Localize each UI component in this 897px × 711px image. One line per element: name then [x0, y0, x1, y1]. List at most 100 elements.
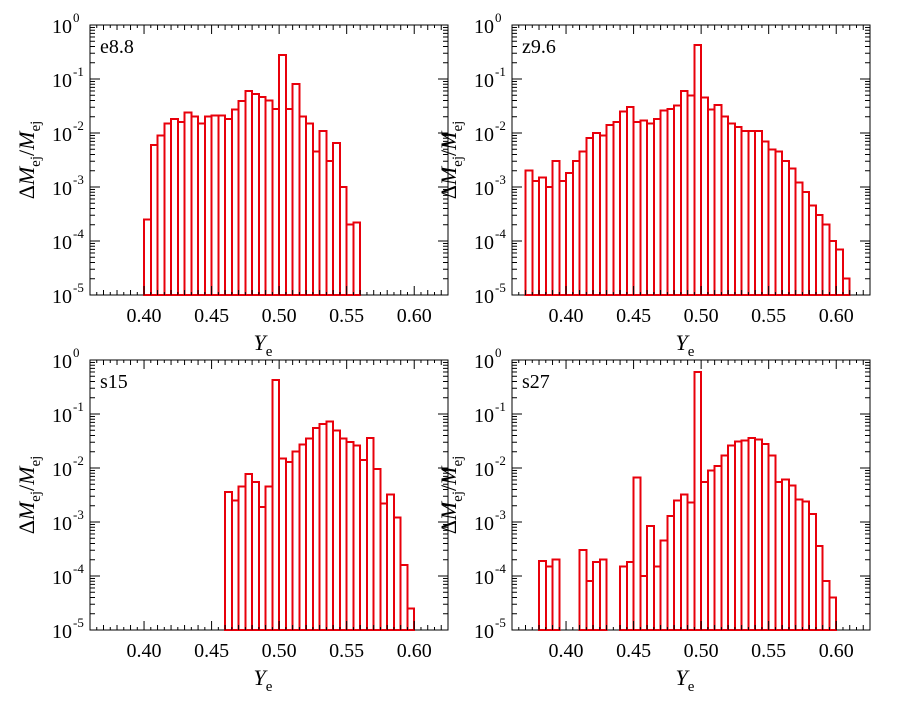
y-tick-base: 10	[52, 124, 72, 146]
histogram-bar	[747, 436, 757, 631]
histogram-bar	[257, 96, 267, 296]
histogram-bar	[639, 575, 649, 631]
histogram-bar	[625, 106, 635, 296]
x-tick-label: 0.40	[549, 305, 584, 327]
histogram-bar	[325, 160, 335, 296]
histogram-bar	[176, 120, 186, 296]
histogram-bar	[406, 607, 416, 631]
histogram-bar	[224, 490, 233, 631]
histogram-bar	[754, 129, 763, 296]
y-axis-title-m1: M	[436, 165, 461, 186]
x-axis-title: Ye	[254, 665, 273, 695]
panel-z9.6: 0.40 0.45 0.50 0.55 0.6010-510-410-310-210-1…	[436, 10, 871, 360]
histogram-bar	[338, 186, 348, 296]
y-axis-title-delta: Δ	[14, 185, 39, 199]
x-tick-label: 0.45	[194, 305, 229, 327]
histogram-bar	[781, 160, 790, 296]
histogram-bar	[230, 108, 240, 296]
y-tick-exponent: -5	[495, 615, 506, 630]
histogram-bar	[801, 191, 811, 296]
histogram-bar	[619, 565, 628, 632]
y-tick-label: 10 -4	[474, 226, 506, 254]
y-tick-exponent: 0	[73, 345, 80, 360]
histogram-bar	[828, 240, 838, 296]
panel-label: s27	[522, 371, 550, 393]
histogram-bar	[298, 443, 308, 631]
histogram-bar	[598, 558, 608, 632]
histogram-bar	[244, 472, 254, 632]
x-tick-label: 0.55	[751, 640, 786, 662]
histogram-bar	[659, 539, 669, 631]
histogram-bar	[673, 499, 682, 631]
y-tick-base: 10	[474, 70, 494, 92]
y-tick-base: 10	[52, 232, 72, 254]
histogram-bar	[787, 167, 797, 296]
y-tick-label: 10 -5	[474, 280, 506, 308]
y-axis-title-sub1: ej	[28, 491, 44, 502]
histogram-bar	[170, 118, 179, 296]
histogram-bar	[686, 94, 696, 297]
histogram-bar	[183, 111, 193, 296]
y-tick-base: 10	[474, 286, 494, 308]
histogram-bar	[794, 181, 804, 296]
histogram-bar	[551, 558, 561, 632]
histogram-bar	[359, 459, 368, 632]
x-axis-title-main: Y	[254, 330, 269, 355]
y-tick-exponent: -3	[73, 172, 84, 187]
histogram-bar	[747, 129, 757, 296]
y-axis-title: ΔMej/Mej	[436, 456, 466, 535]
histogram-bar	[727, 122, 736, 296]
y-tick-exponent: -1	[495, 399, 506, 414]
histogram-bar	[578, 549, 588, 632]
y-tick-base: 10	[52, 16, 72, 38]
y-tick-exponent: 0	[495, 10, 502, 25]
y-axis-title-slash: /	[14, 149, 39, 156]
histogram-bar	[733, 440, 743, 631]
y-tick-exponent: -4	[495, 561, 506, 576]
histogram-bar	[760, 442, 770, 631]
histogram-bar	[612, 120, 622, 296]
x-tick-label: 0.55	[329, 640, 364, 662]
y-axis-title-sub2: ej	[450, 121, 466, 132]
x-tick-label: 0.40	[127, 305, 162, 327]
histogram-bar	[392, 516, 402, 632]
y-axis-title-delta: Δ	[436, 520, 461, 534]
x-tick-label: 0.60	[397, 640, 432, 662]
panel-label: s15	[100, 371, 128, 393]
histogram-bar	[720, 115, 730, 296]
histogram-bar	[244, 89, 254, 297]
y-tick-exponent: -5	[73, 280, 84, 295]
y-tick-label: 10 0	[474, 345, 502, 373]
histogram-bar	[197, 122, 206, 296]
y-tick-base: 10	[474, 232, 494, 254]
histogram-bar	[619, 110, 628, 296]
y-axis-title-m1: M	[14, 500, 39, 521]
histogram-bar	[365, 436, 375, 631]
y-tick-exponent: -4	[73, 226, 84, 241]
y-tick-exponent: -1	[495, 64, 506, 79]
histogram-bar	[706, 108, 716, 296]
y-tick-exponent: -3	[495, 507, 506, 522]
x-tick-label: 0.50	[262, 640, 297, 662]
histogram-bar	[585, 137, 595, 296]
y-tick-base: 10	[474, 124, 494, 146]
y-axis-title-slash: /	[14, 484, 39, 491]
x-axis-title: Ye	[676, 665, 695, 695]
y-axis-title-m1: M	[436, 500, 461, 521]
histogram-bar	[257, 505, 267, 631]
histogram-bar	[639, 119, 649, 296]
histogram-bar	[399, 563, 409, 632]
y-axis-title-sub1: ej	[450, 156, 466, 167]
histogram-bar	[814, 544, 824, 631]
histogram-bar	[821, 580, 831, 632]
x-tick-label: 0.45	[194, 640, 229, 662]
x-tick-label: 0.60	[819, 305, 854, 327]
y-axis-title-slash: /	[436, 149, 461, 156]
x-axis-title-sub: e	[266, 679, 273, 695]
histogram-bar	[538, 176, 547, 296]
y-tick-label: 10 -1	[474, 64, 506, 92]
y-tick-label: 10 0	[474, 10, 502, 38]
histogram-bar	[217, 114, 227, 296]
y-tick-base: 10	[474, 405, 494, 427]
y-tick-label: 10 -1	[52, 64, 84, 92]
